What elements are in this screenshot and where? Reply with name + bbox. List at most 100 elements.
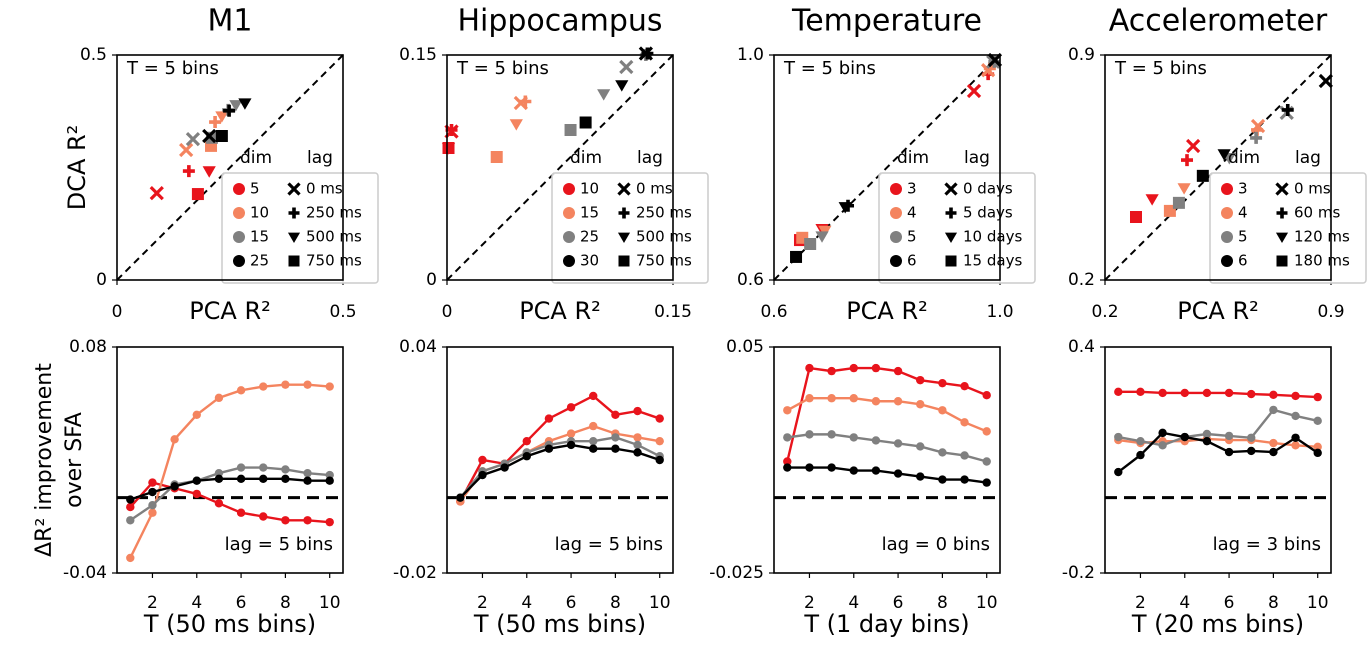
point	[191, 188, 204, 201]
legend-label: 3	[1238, 180, 1248, 198]
data-point	[259, 474, 268, 484]
data-point	[566, 440, 576, 450]
legend-title: lag	[637, 148, 663, 168]
legend-title: dim	[240, 148, 272, 168]
point	[185, 132, 201, 147]
legend-label: 500 ms	[306, 228, 362, 246]
legend-label: 120 ms	[1294, 228, 1350, 246]
legend-marker	[1221, 231, 1233, 243]
data-point	[1202, 429, 1212, 439]
series-line	[129, 383, 330, 559]
data-point	[1180, 388, 1189, 398]
data-point	[827, 463, 836, 472]
data-point	[805, 363, 814, 373]
series-line	[459, 436, 661, 499]
x-tick-label: 4	[848, 593, 859, 613]
data-point	[871, 436, 881, 445]
data-point	[827, 394, 836, 403]
data-point	[633, 433, 642, 442]
data-point	[589, 421, 598, 431]
x-tick-label: 6	[566, 593, 577, 613]
x-tick-label: 10	[1307, 593, 1329, 613]
data-point	[938, 448, 947, 457]
annotation: T = 5 bins	[1114, 58, 1207, 79]
point	[579, 116, 592, 129]
data-point	[783, 457, 792, 466]
data-point	[805, 463, 814, 472]
data-point	[783, 433, 792, 442]
legend-marker	[1275, 232, 1289, 244]
x-tick-label: 0	[112, 302, 123, 322]
legend-label: 5 days	[963, 204, 1013, 222]
x-axis-label: T (20 ms bins)	[1131, 610, 1304, 638]
data-point	[893, 469, 903, 478]
x-tick-label: 0.2	[1091, 302, 1118, 322]
legend-label: 250 ms	[636, 204, 692, 222]
axes-frame	[116, 346, 344, 574]
series-line	[786, 397, 988, 433]
data-point	[126, 495, 135, 504]
y-tick-label: 0.15	[399, 45, 437, 65]
x-tick-label: 6	[236, 593, 247, 613]
point	[202, 166, 216, 178]
point	[490, 151, 503, 163]
data-point	[655, 455, 664, 465]
data-point	[916, 400, 925, 409]
x-tick-label: 8	[1268, 593, 1279, 613]
x-tick-label: 2	[1135, 593, 1146, 613]
data-point	[893, 397, 903, 406]
legend-marker	[288, 255, 300, 267]
point	[1172, 196, 1185, 209]
legend-title: lag	[964, 148, 990, 168]
y-tick-label: 0.4	[1068, 337, 1095, 357]
y-tick-label: 0	[426, 270, 437, 290]
data-point	[1202, 436, 1212, 446]
x-tick-label: 8	[610, 593, 621, 613]
point	[815, 231, 829, 243]
legend-marker	[618, 255, 630, 267]
data-point	[960, 381, 969, 391]
legend-marker	[944, 182, 958, 196]
panel-title: Hippocampus	[457, 4, 662, 39]
annotation: lag = 5 bins	[225, 534, 333, 555]
data-point	[544, 444, 554, 453]
data-point	[1114, 467, 1123, 477]
legend-label: 6	[907, 252, 917, 270]
data-point	[1114, 387, 1123, 397]
point	[442, 142, 455, 154]
data-point	[655, 436, 664, 446]
data-point	[805, 394, 814, 403]
data-point	[214, 499, 224, 508]
data-point	[148, 508, 157, 517]
legend-label: 500 ms	[636, 228, 692, 246]
point	[1181, 154, 1194, 167]
x-axis-label: PCA R²	[189, 297, 271, 325]
data-point	[1136, 436, 1145, 446]
point	[1145, 194, 1159, 206]
data-point	[1224, 388, 1234, 398]
data-point	[1180, 432, 1189, 442]
x-tick-label: 0.15	[654, 302, 692, 322]
series-line	[129, 481, 330, 524]
data-point	[170, 482, 179, 491]
data-point	[827, 366, 836, 376]
data-point	[566, 403, 576, 412]
point	[209, 116, 222, 129]
point	[790, 250, 803, 263]
point	[202, 128, 217, 144]
data-point	[827, 430, 836, 439]
x-tick-label: 0.6	[760, 302, 787, 322]
data-point	[871, 363, 881, 373]
legend-marker	[890, 207, 902, 219]
data-point	[783, 406, 792, 415]
point	[1318, 73, 1333, 89]
data-point	[325, 517, 334, 527]
data-point	[1224, 431, 1234, 441]
point	[838, 202, 852, 214]
data-point	[1291, 411, 1300, 421]
data-point	[805, 430, 814, 439]
data-point	[871, 397, 881, 406]
annotation: lag = 3 bins	[1213, 534, 1321, 555]
legend-label: 0 ms	[636, 180, 673, 198]
point	[519, 95, 532, 108]
